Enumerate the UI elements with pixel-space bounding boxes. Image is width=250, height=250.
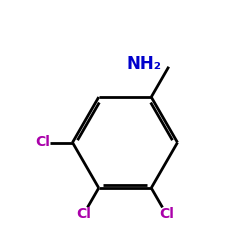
Text: Cl: Cl [159, 207, 174, 221]
Text: Cl: Cl [35, 136, 50, 149]
Text: Cl: Cl [76, 207, 91, 221]
Text: NH₂: NH₂ [126, 55, 161, 73]
